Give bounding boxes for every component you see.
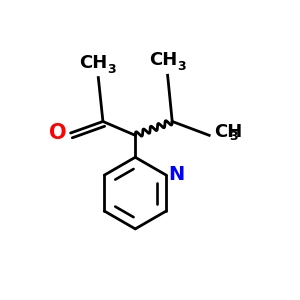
- Text: CH: CH: [149, 52, 177, 70]
- Text: O: O: [50, 123, 67, 143]
- Text: 3: 3: [229, 130, 238, 143]
- Text: 3: 3: [177, 60, 185, 74]
- Text: 3: 3: [108, 63, 116, 76]
- Text: N: N: [169, 164, 185, 184]
- Text: CH: CH: [80, 54, 108, 72]
- Text: CH: CH: [214, 123, 242, 141]
